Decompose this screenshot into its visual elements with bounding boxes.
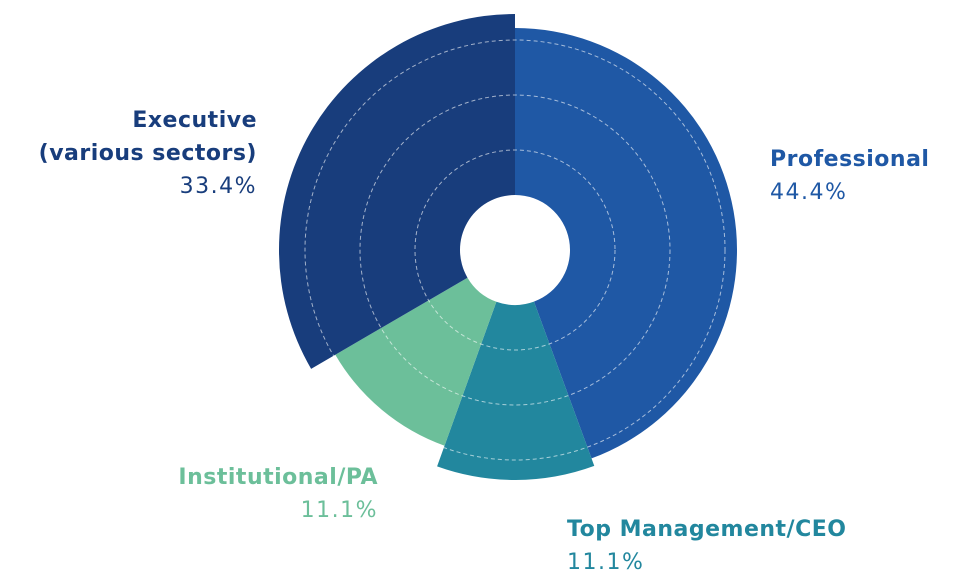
sector [279, 14, 515, 369]
rings [304, 39, 726, 461]
category-label: Institutional/PA 11.1% [178, 461, 378, 527]
ring [304, 39, 726, 461]
value-label: 33.4% [179, 174, 257, 199]
category-label: Executive (various sectors) 33.4% [39, 104, 257, 203]
sector [335, 277, 497, 446]
value-label: 11.1% [567, 550, 645, 575]
category-name: Executive (various sectors) [38, 108, 257, 166]
sector [515, 28, 738, 459]
value-label: 44.4% [770, 180, 848, 205]
value-label: 11.1% [300, 498, 378, 523]
sector [437, 301, 595, 480]
category-label: Top Management/CEO 11.1% [567, 513, 846, 577]
ring [359, 94, 671, 406]
category-label: Professional 44.4% [770, 143, 929, 209]
category-name: Top Management/CEO [567, 517, 847, 542]
ring [414, 149, 616, 351]
category-name: Professional [770, 147, 930, 172]
category-name: Institutional/PA [178, 465, 378, 490]
